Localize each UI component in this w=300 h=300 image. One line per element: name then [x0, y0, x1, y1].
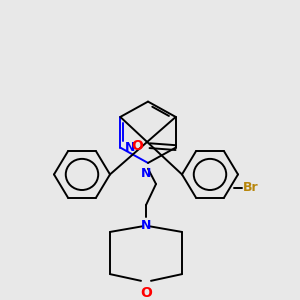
Text: Br: Br	[243, 182, 259, 194]
Text: N: N	[125, 141, 136, 154]
Text: N: N	[141, 167, 151, 180]
Text: O: O	[140, 286, 152, 300]
Text: O: O	[131, 139, 143, 153]
Text: N: N	[141, 220, 151, 232]
